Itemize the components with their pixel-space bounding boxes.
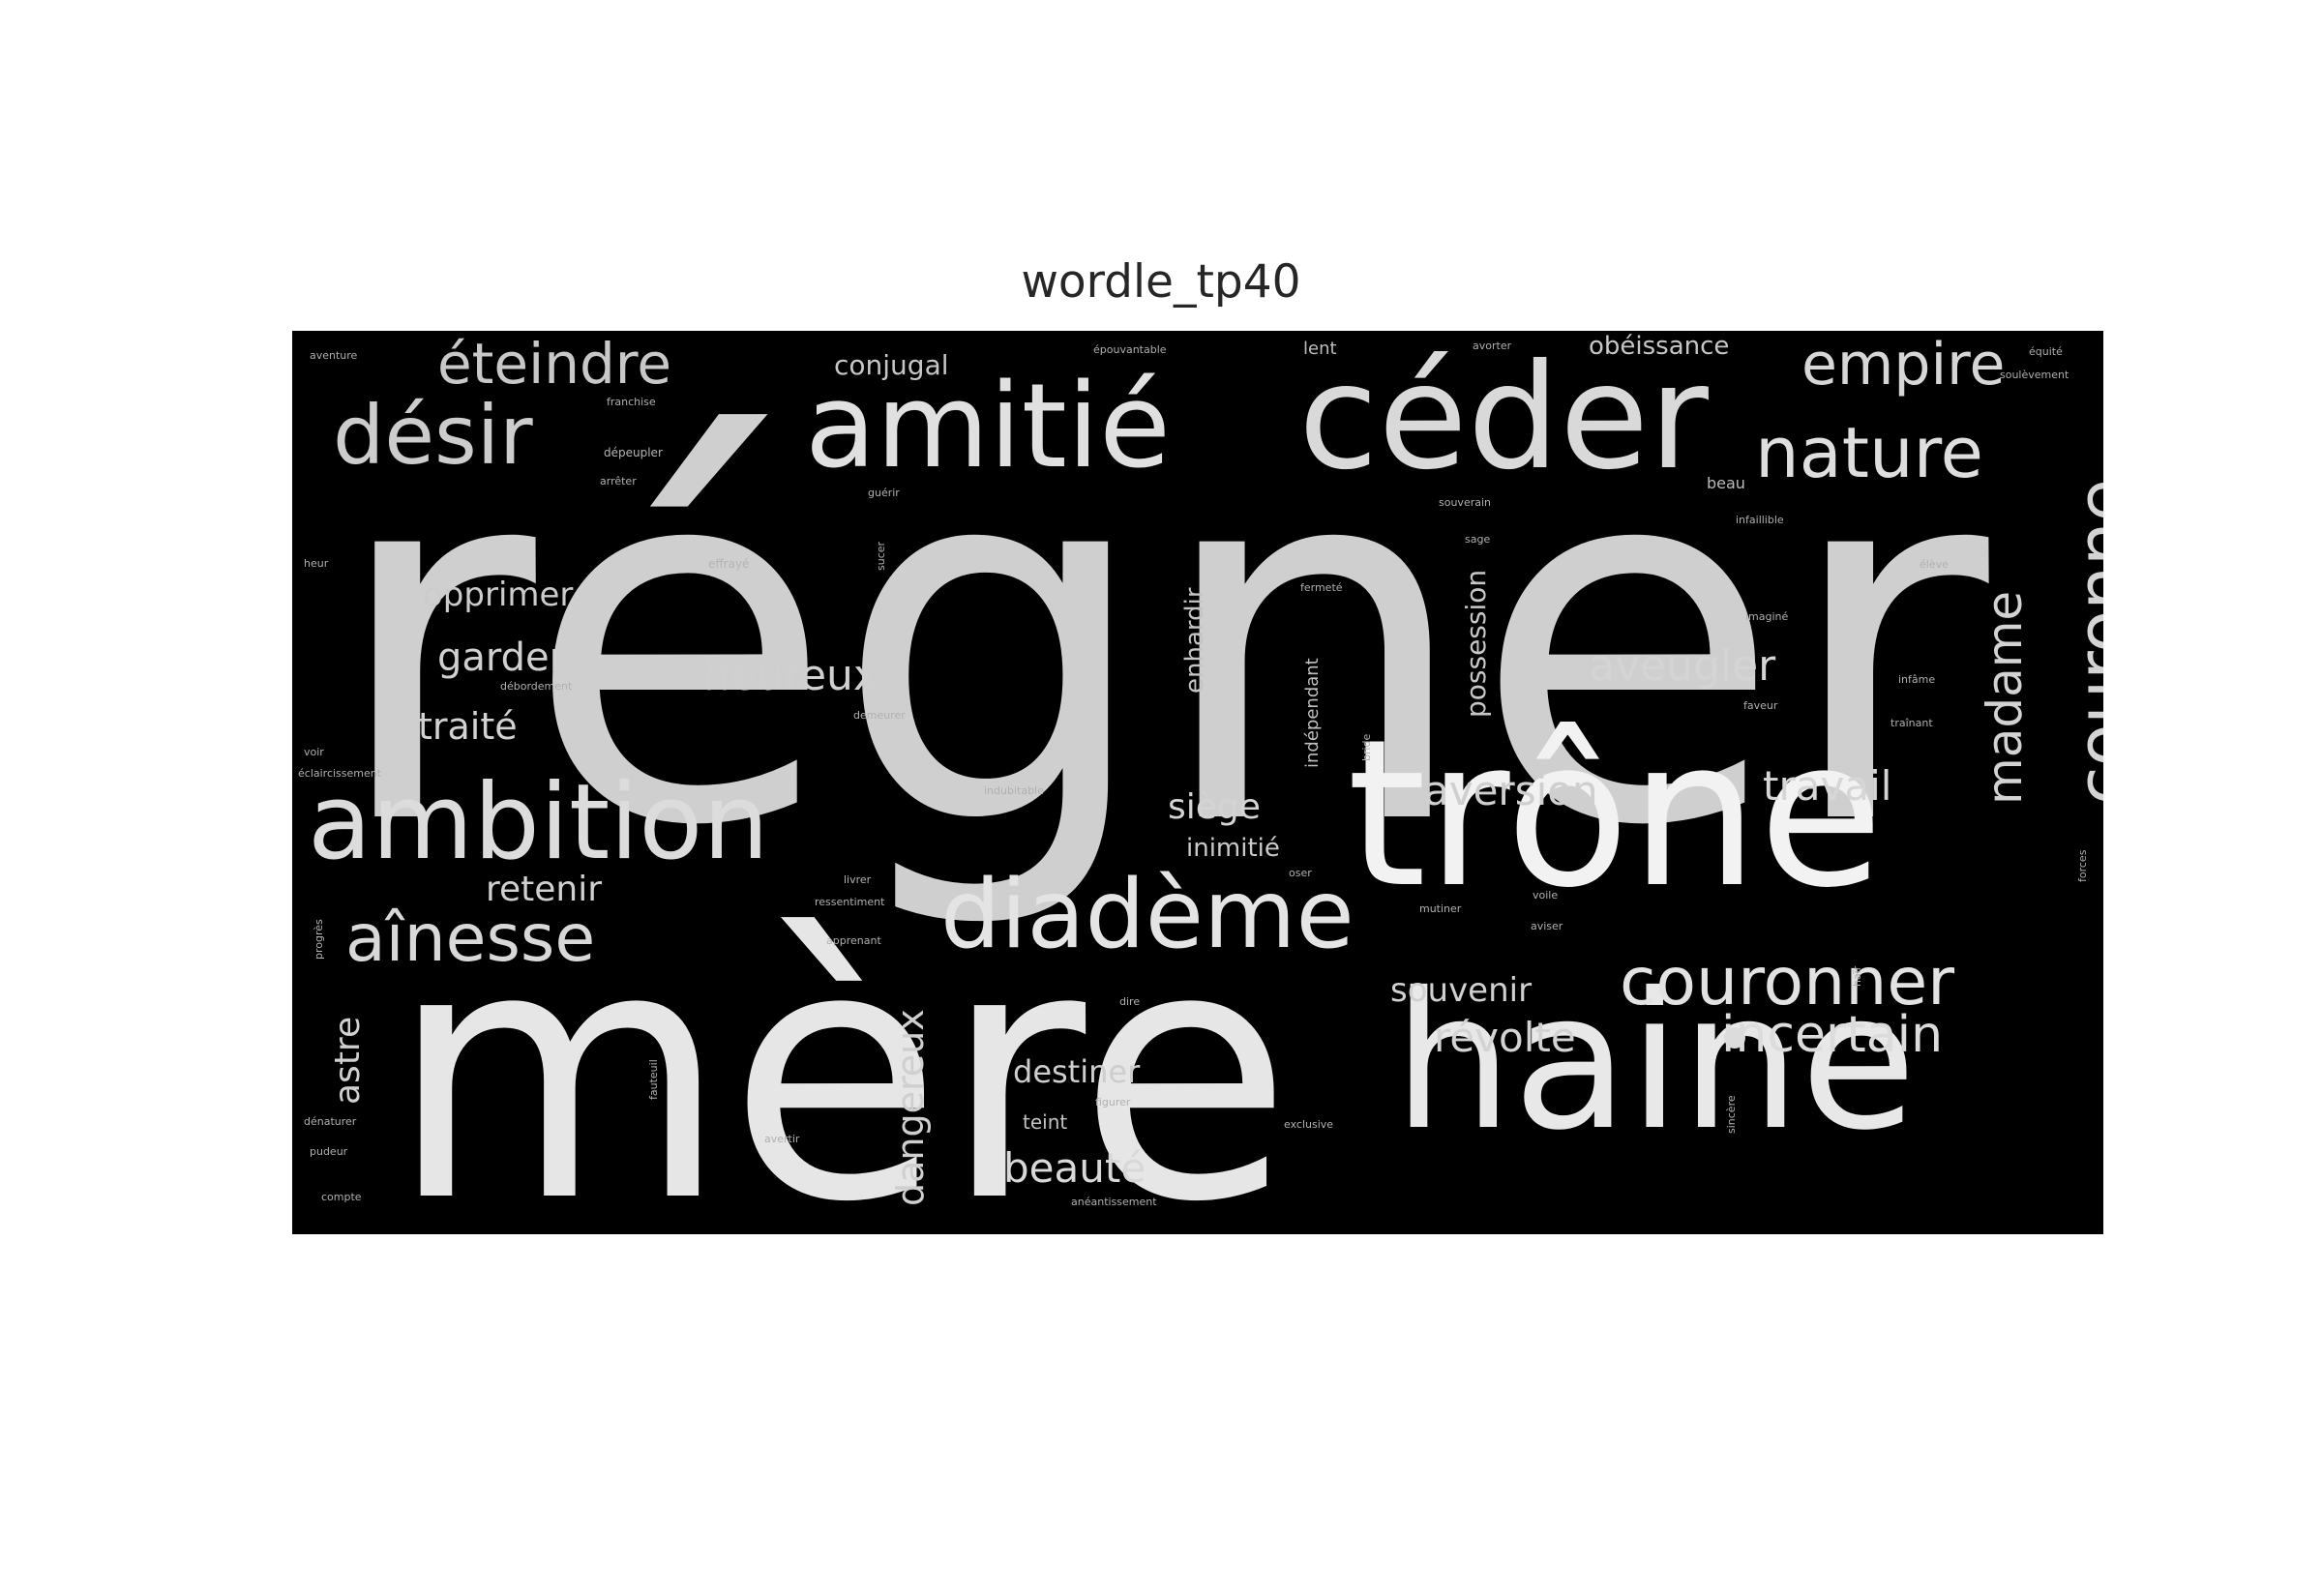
word-madame: madame — [1977, 590, 2033, 805]
word-eclaircissement: éclaircissement — [298, 767, 382, 780]
word-bride: bride — [1360, 733, 1373, 761]
word-pudeur: pudeur — [310, 1145, 348, 1158]
word-exclusive: exclusive — [1284, 1118, 1334, 1131]
word-imagine: imaginé — [1745, 610, 1789, 623]
word-couronner: couronner — [1620, 944, 1955, 1020]
word-opprimer: opprimer — [423, 576, 574, 614]
word-dire: dire — [1119, 995, 1141, 1008]
word-aversion: aversion — [1424, 767, 1598, 814]
word-forces: forces — [2076, 849, 2089, 882]
word-dangereux: dangereux — [889, 1009, 932, 1206]
word-franchise: franchise — [607, 396, 656, 408]
word-aneantissement: anéantissement — [1071, 1196, 1157, 1208]
word-mutiner: mutiner — [1419, 902, 1462, 915]
word-epouvantable: épouvantable — [1093, 343, 1167, 356]
word-aventure: aventure — [310, 349, 358, 362]
word-souverain: souverain — [1439, 496, 1492, 509]
word-conjugal: conjugal — [834, 349, 949, 381]
word-mere: mère — [389, 872, 1293, 1235]
word-regner: régner — [329, 349, 1989, 935]
word-aviser: aviser — [1531, 920, 1563, 932]
word-ressentiment: ressentiment — [815, 896, 885, 908]
word-ceder: céder — [1298, 334, 1709, 502]
word-retenir: retenir — [486, 870, 603, 909]
word-diademe: diadème — [940, 860, 1354, 970]
word-eleve: élève — [1920, 558, 1949, 571]
word-destiner: destiner — [1013, 1053, 1141, 1090]
word-fauteuil: fauteuil — [647, 1059, 660, 1100]
word-inimitie: inimitié — [1186, 834, 1280, 863]
word-heureux: heureux — [703, 651, 878, 700]
word-cloud: régner mère trône haine céder amitié amb… — [292, 331, 2103, 1234]
word-depeupler: dépeupler — [604, 446, 663, 459]
word-arreter: arrêter — [600, 475, 637, 488]
word-soulevement: soulèvement — [2000, 369, 2069, 381]
word-demeurer: demeurer — [853, 709, 906, 722]
word-debordement: débordement — [500, 680, 573, 693]
page-title: wordle_tp40 — [1021, 255, 1301, 309]
word-voir: voir — [304, 746, 324, 758]
word-trainant: traînant — [1890, 717, 1933, 729]
word-amitie: amitié — [805, 360, 1171, 494]
word-enhardir: enhardir — [1180, 587, 1209, 694]
word-apprenant: apprenant — [826, 934, 881, 947]
word-independant: indépendant — [1302, 658, 1323, 768]
word-traite: traité — [418, 705, 518, 748]
word-avorter: avorter — [1473, 340, 1512, 352]
word-aveugler: aveugler — [1589, 641, 1776, 691]
word-equite: équité — [2029, 345, 2063, 358]
word-progres: progrès — [313, 919, 325, 960]
word-haine: haine — [1393, 952, 1917, 1171]
word-effraye: effrayé — [708, 557, 750, 571]
word-sincere: sincère — [1725, 1095, 1738, 1134]
word-lent: lent — [1303, 339, 1337, 359]
word-trone: trône — [1347, 695, 1884, 932]
word-livrer: livrer — [844, 873, 872, 886]
word-denaturer: dénaturer — [304, 1115, 357, 1128]
word-indubitable: indubitable — [984, 784, 1044, 797]
word-infaillible: infaillible — [1736, 514, 1784, 526]
word-oser: oser — [1289, 867, 1312, 879]
word-figurer: figurer — [1095, 1096, 1131, 1108]
dot-glyph — [1724, 1027, 1745, 1049]
word-compte: compte — [321, 1191, 362, 1203]
word-incertain: incertain — [1721, 1006, 1944, 1064]
word-faveur: faveur — [1743, 699, 1778, 712]
word-hair: haïr — [1851, 965, 1863, 987]
word-eteindre: éteindre — [437, 331, 672, 397]
word-desir: désir — [333, 388, 533, 483]
word-couronne: couronne — [2062, 479, 2103, 805]
word-ainesse: aînesse — [345, 901, 596, 977]
word-empire: empire — [1801, 331, 2006, 399]
word-ambition: ambition — [308, 762, 769, 883]
word-travail: travail — [1763, 762, 1892, 810]
word-siege: siège — [1168, 787, 1261, 827]
word-nature: nature — [1755, 412, 1983, 493]
word-beau: beau — [1707, 474, 1745, 492]
word-sage: sage — [1465, 533, 1491, 546]
word-garder: garder — [437, 635, 566, 680]
word-possession: possession — [1460, 569, 1492, 718]
word-souvenir: souvenir — [1390, 971, 1533, 1010]
word-avertir: avertir — [764, 1133, 800, 1145]
word-beaute: beauté — [1003, 1144, 1146, 1192]
word-fermete: fermeté — [1300, 581, 1343, 594]
word-sucer: sucer — [875, 541, 887, 571]
word-obeissance: obéissance — [1589, 332, 1730, 361]
word-teint: teint — [1023, 1110, 1068, 1134]
word-heur: heur — [304, 557, 329, 570]
word-infame: infâme — [1898, 673, 1936, 686]
word-astre: astre — [328, 1016, 368, 1105]
word-guerir: guérir — [868, 487, 900, 499]
word-voile: voile — [1533, 889, 1559, 901]
word-revolte: révolte — [1434, 1014, 1576, 1061]
